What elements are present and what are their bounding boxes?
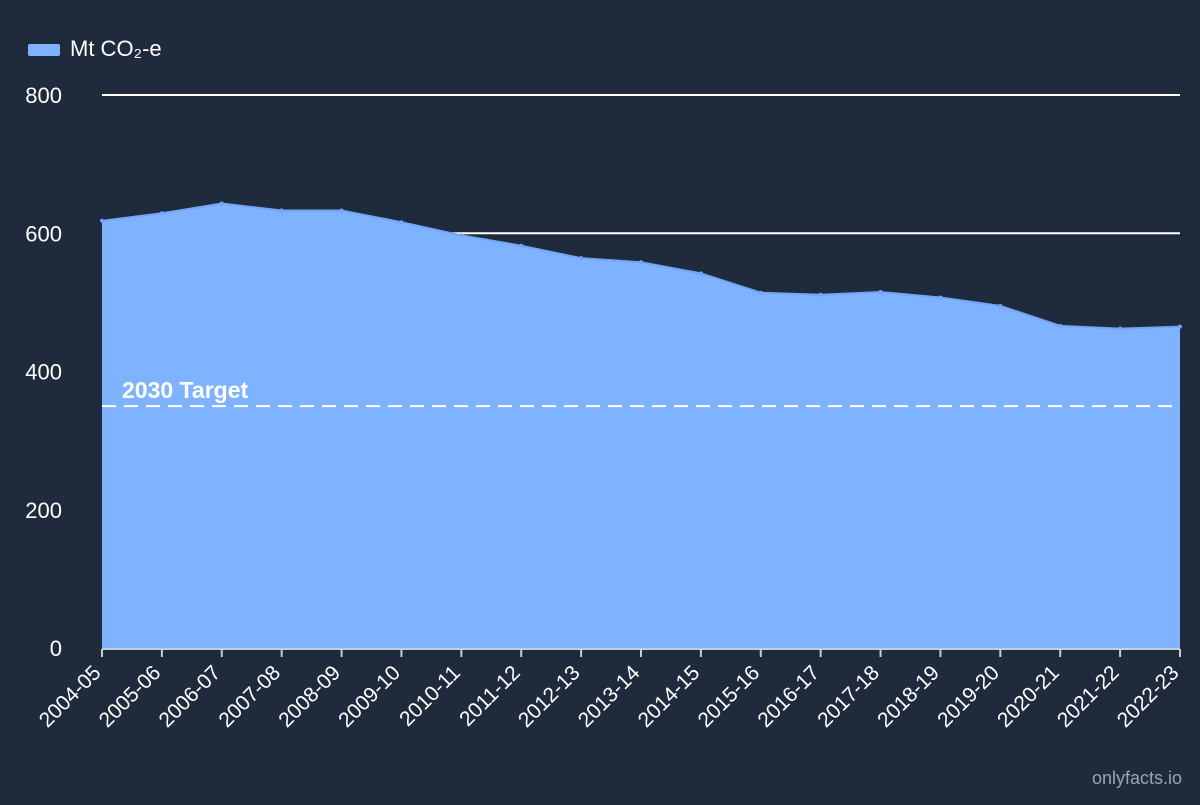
legend-label: Mt CO₂-e	[70, 36, 162, 61]
target-group: 2030 Target	[102, 377, 1180, 408]
x-tick-label: 2004-05	[35, 661, 106, 732]
x-tick-label: 2016-17	[753, 661, 824, 732]
data-point	[698, 271, 703, 276]
data-point	[938, 295, 943, 300]
x-tick-label: 2010-11	[395, 661, 465, 731]
data-point	[100, 218, 104, 223]
data-point	[399, 220, 404, 225]
x-tick-label: 2012-13	[514, 661, 585, 732]
y-tick-label: 200	[25, 498, 62, 523]
data-point	[459, 233, 464, 238]
y-tick-label: 600	[25, 221, 62, 246]
data-point	[519, 243, 524, 248]
data-point	[579, 256, 584, 261]
series-area	[102, 203, 1180, 648]
x-tick-label: 2015-16	[694, 661, 765, 732]
x-tick-label: 2020-21	[993, 661, 1064, 732]
y-tick-label: 800	[25, 83, 62, 108]
x-tick-label: 2006-07	[155, 661, 226, 732]
data-point	[878, 290, 883, 295]
data-point	[639, 260, 643, 265]
data-point	[998, 303, 1003, 308]
legend: Mt CO₂-e	[28, 36, 162, 61]
data-point	[219, 201, 224, 206]
data-point	[339, 208, 344, 213]
x-tick-label: 2009-10	[334, 661, 405, 732]
data-point	[1058, 323, 1063, 328]
source-label: onlyfacts.io	[1092, 768, 1182, 788]
data-point	[818, 292, 823, 297]
x-tick-label: 2018-19	[873, 661, 944, 732]
x-tick-label: 2017-18	[813, 661, 884, 732]
x-tick-label: 2019-20	[933, 661, 1004, 732]
data-point	[758, 290, 763, 295]
y-tick-label: 400	[25, 360, 62, 385]
x-tick-label: 2007-08	[214, 661, 285, 732]
x-tick-label: 2014-15	[634, 661, 705, 732]
x-tick-label: 2005-06	[95, 661, 166, 732]
data-point	[159, 211, 164, 216]
x-tick-label: 2013-14	[574, 661, 645, 732]
x-tick-label: 2011-12	[455, 661, 525, 731]
data-point	[1178, 324, 1182, 329]
y-tick-label: 0	[50, 636, 62, 661]
series-area-group	[100, 201, 1182, 648]
target-label: 2030 Target	[122, 377, 248, 403]
data-point	[1118, 326, 1123, 331]
x-tick-label: 2021-22	[1053, 661, 1124, 732]
x-tick-label: 2008-09	[274, 661, 345, 732]
legend-swatch	[28, 44, 60, 56]
x-tick-label: 2022-23	[1113, 661, 1184, 732]
data-point	[279, 208, 284, 213]
